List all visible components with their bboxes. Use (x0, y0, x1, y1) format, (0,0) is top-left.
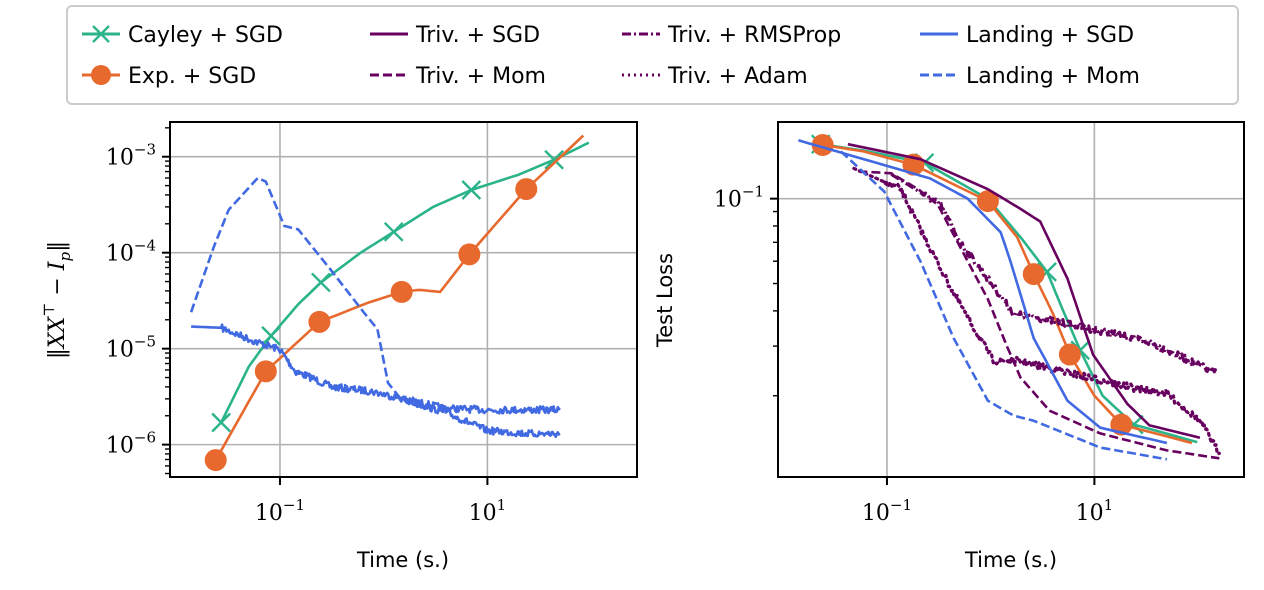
right-series-triv-rmsprop (890, 172, 1218, 374)
right-series-landing-sgd (798, 139, 1168, 445)
right-x-tick-label: 101 (1076, 496, 1114, 526)
left-y-tick-label: 10−5 (106, 333, 156, 363)
right-ticks: 10−1 101 10−1 (714, 183, 1113, 526)
right-series-triv-sgd (847, 142, 1201, 439)
left-series-group (189, 134, 590, 472)
left-x-tick-label: 101 (469, 496, 507, 526)
legend-entry-exp-sgd: Exp. + SGD (82, 64, 256, 89)
left-series-landing-mom (399, 396, 561, 439)
left-series-landing-sgd (190, 323, 561, 415)
legend-label: Triv. + RMSProp (667, 23, 841, 48)
left-y-tick-label: 10−4 (106, 237, 156, 267)
right-series-cayley-sgd (820, 142, 1198, 444)
left-series-landing-mom-dashed (189, 176, 402, 400)
left-plot-orthogonality-error: 10−1 101 10−3 10−4 10−5 10−6 Time (s.) ‖XX⊤ −… (40, 121, 638, 572)
left-y-tick-label: 10−3 (106, 141, 156, 171)
legend-label: Triv. + Adam (667, 64, 808, 89)
left-axes-frame (169, 121, 638, 478)
left-ticks: 10−1 101 10−3 10−4 10−5 10−6 (106, 127, 507, 526)
left-y-axis-label: ‖XX⊤ − Ip‖ (40, 241, 74, 359)
right-y-tick-label: 10−1 (714, 183, 764, 213)
right-axes-frame (777, 121, 1245, 478)
legend-label: Landing + Mom (966, 64, 1140, 89)
left-marker-cayley-sgd (544, 149, 564, 170)
right-grid (778, 122, 1244, 477)
legend-frame (66, 5, 1239, 105)
right-series-exp-sgd (822, 143, 1193, 445)
legend-entry-triv-mom: Triv. + Mom (370, 64, 546, 89)
left-marker-exp-sgd (458, 243, 481, 266)
legend-entry-landing-sgd: Landing + SGD (920, 23, 1134, 48)
legend-label: Triv. + Mom (415, 64, 546, 89)
right-x-tick-label: 10−1 (862, 496, 912, 526)
legend-circle-marker-icon (91, 65, 111, 85)
legend-label: Triv. + SGD (415, 23, 540, 48)
legend-entry-triv-sgd: Triv. + SGD (370, 23, 540, 48)
left-x-tick-label: 10−1 (255, 496, 305, 526)
left-marker-cayley-sgd (383, 221, 404, 242)
legend-entry-landing-mom: Landing + Mom (920, 64, 1140, 89)
left-y-tick-label: 10−6 (106, 429, 156, 459)
left-marker-exp-sgd (390, 280, 413, 303)
left-marker-exp-sgd (308, 310, 331, 333)
left-marker-cayley-sgd (211, 412, 232, 433)
legend: Cayley + SGD Exp. + SGD Triv. + SGD Triv. +… (66, 5, 1239, 105)
right-marker-exp-sgd (1058, 343, 1081, 366)
left-marker-exp-sgd (254, 360, 277, 383)
right-marker-exp-sgd (811, 133, 834, 156)
left-grid (170, 122, 637, 477)
right-marker-exp-sgd (1022, 263, 1045, 286)
legend-entry-triv-adam: Triv. + Adam (622, 64, 808, 89)
right-series-triv-adam (852, 166, 1221, 456)
left-marker-exp-sgd (515, 178, 538, 201)
right-marker-exp-sgd (976, 190, 999, 213)
legend-entry-triv-rmsprop: Triv. + RMSProp (622, 23, 841, 48)
left-marker-cayley-sgd (311, 272, 331, 293)
right-series-landing-mom (840, 150, 1168, 461)
left-x-axis-label: Time (s.) (356, 548, 449, 572)
left-marker-cayley-sgd (461, 180, 482, 200)
left-marker-exp-sgd (204, 449, 227, 472)
left-marker-cayley-sgd (261, 325, 281, 346)
legend-entry-cayley-sgd: Cayley + SGD (82, 23, 283, 48)
right-x-axis-label: Time (s.) (964, 548, 1057, 572)
right-series-group (798, 133, 1221, 461)
svg-text:‖XX⊤ − Ip‖: ‖XX⊤ − Ip‖ (40, 241, 74, 359)
right-plot-test-loss: 10−1 101 10−1 Time (s.) Test Loss (653, 121, 1245, 572)
legend-label: Cayley + SGD (128, 23, 283, 48)
right-series-triv-mom (858, 170, 1220, 460)
right-y-axis-label: Test Loss (653, 253, 677, 348)
legend-label: Landing + SGD (966, 23, 1134, 48)
legend-label: Exp. + SGD (128, 64, 256, 89)
